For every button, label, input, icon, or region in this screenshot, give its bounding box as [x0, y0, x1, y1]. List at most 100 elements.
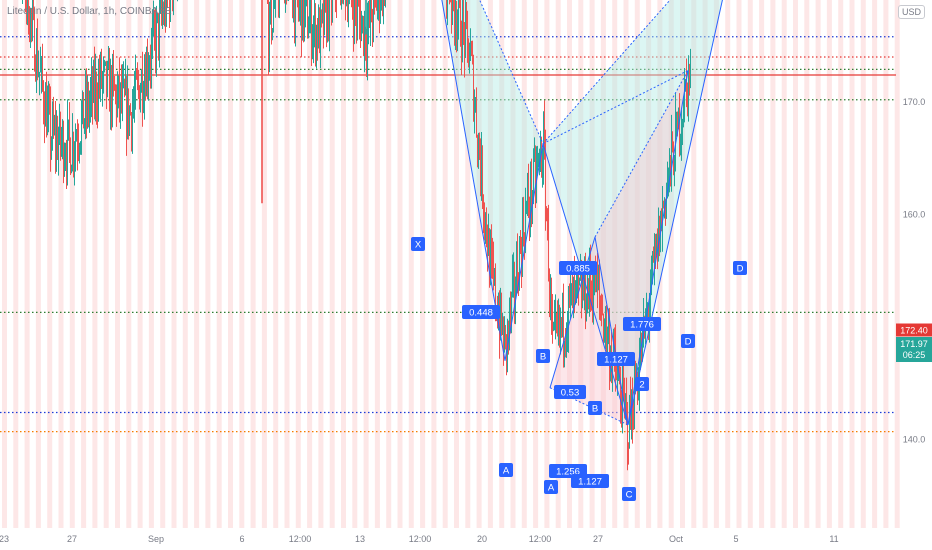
pattern-triangle-bcd[interactable] [595, 70, 688, 425]
candle-body [505, 326, 506, 335]
ratio-label-box[interactable] [597, 352, 635, 366]
time-tick-label[interactable]: 12:00 [529, 534, 552, 544]
time-tick-label[interactable]: 20 [477, 534, 487, 544]
candle-body [606, 312, 607, 345]
candle-body [664, 199, 665, 207]
time-tick-label[interactable]: 6 [239, 534, 244, 544]
candle-body [641, 343, 642, 359]
point-label-b-2-box[interactable] [588, 401, 602, 415]
candle-body [567, 328, 568, 337]
candle-body [96, 77, 97, 105]
pattern-leg-bc[interactable] [542, 143, 629, 426]
point-label-d-2[interactable]: D [737, 264, 744, 275]
session-stripe [702, 0, 708, 528]
point-label-c-box[interactable] [622, 487, 636, 501]
ratio-label[interactable]: 2 [639, 380, 644, 391]
point-label-a[interactable]: A [503, 466, 510, 477]
ratio-label-box[interactable] [462, 305, 500, 319]
candle-body [661, 212, 662, 228]
candle-body [520, 242, 521, 247]
time-tick-label[interactable]: 23 [0, 534, 9, 544]
time-tick-label[interactable]: 12:00 [409, 534, 432, 544]
harmonic-pattern-labels[interactable]: XABABCDD0.8850.4481.7761.1270.531.2561.1… [411, 237, 747, 501]
ratio-label[interactable]: 1.127 [578, 477, 602, 488]
price-tick-label[interactable]: 140.0 [903, 435, 926, 445]
point-label-a-box[interactable] [499, 463, 513, 477]
candle-body [588, 282, 589, 298]
time-tick-label[interactable]: 11 [829, 534, 838, 544]
ratio-label[interactable]: 1.127 [604, 355, 628, 366]
point-label-d-box[interactable] [681, 334, 695, 348]
candle-body [138, 79, 139, 87]
candle-body [104, 62, 105, 65]
point-label-x-box[interactable] [411, 237, 425, 251]
ratio-label-box[interactable] [554, 385, 586, 399]
time-tick-label[interactable]: Sep [148, 534, 164, 544]
pattern-triangle-abc[interactable] [550, 237, 628, 425]
candle-body [489, 232, 490, 283]
ratio-label[interactable]: 0.885 [566, 264, 590, 275]
time-tick-label[interactable]: 12:00 [289, 534, 312, 544]
currency-button[interactable]: USD [897, 5, 925, 19]
candle-body [25, 0, 26, 4]
candle-body [109, 63, 110, 112]
pattern-leg-xa[interactable] [417, 0, 506, 361]
harmonic-pattern-lines[interactable] [417, 0, 740, 426]
point-label-c[interactable]: C [626, 490, 633, 501]
candle-body [163, 13, 164, 19]
candle-body [481, 150, 482, 184]
price-tick-label[interactable]: 160.0 [903, 210, 926, 220]
point-label-d[interactable]: D [685, 337, 692, 348]
candle-body [352, 0, 353, 8]
candle-body [30, 11, 31, 37]
ratio-label[interactable]: 0.53 [561, 388, 580, 399]
pattern2-leg-bc[interactable] [594, 236, 629, 425]
pattern2-ratio-xd[interactable] [542, 70, 689, 145]
ratio-label-box[interactable] [559, 261, 597, 275]
candle-body [573, 280, 574, 309]
session-stripe [374, 0, 380, 528]
candle-body [586, 311, 587, 314]
pattern-ratio-bd[interactable] [542, 0, 740, 144]
ratio-label-box[interactable] [571, 474, 609, 488]
time-axis[interactable]: 23 27 Sep 6 12:00 13 12:00 20 12:00 27 Oct 5 11 [0, 534, 839, 544]
point-label-a-2-box[interactable] [544, 480, 558, 494]
time-tick-label[interactable]: 5 [733, 534, 738, 544]
session-stripe [781, 0, 787, 528]
ratio-label-box[interactable] [623, 317, 661, 331]
candle-body [613, 340, 614, 357]
time-tick-label[interactable]: 13 [355, 534, 365, 544]
pattern-triangle-bcd-target[interactable] [543, 0, 740, 425]
candle-body [526, 205, 527, 208]
candle-body [655, 249, 656, 251]
pattern2-leg-cd[interactable] [627, 70, 689, 425]
pattern-leg-cd[interactable] [627, 0, 740, 425]
price-tick-label[interactable]: 170.0 [903, 97, 926, 107]
ratio-label[interactable]: 0.448 [469, 308, 493, 319]
point-label-a-2[interactable]: A [548, 483, 555, 494]
symbol-title[interactable]: Litecoin / U.S. Dollar, 1h, COINBASE [7, 6, 172, 17]
ratio-label[interactable]: 1.776 [630, 320, 654, 331]
candle-body [58, 140, 59, 157]
ratio-label-box[interactable] [635, 377, 649, 391]
candle-body [93, 68, 94, 101]
point-label-d-2-box[interactable] [733, 261, 747, 275]
time-tick-label[interactable]: 27 [593, 534, 603, 544]
price-axis[interactable]: 140.0150.0160.0170.0180.0190.0200.0210.0… [903, 0, 926, 445]
time-tick-label[interactable]: Oct [669, 534, 684, 544]
candle-body [148, 73, 149, 81]
candle-body [315, 9, 316, 55]
current-price-tag: 171.97 [900, 339, 928, 349]
point-label-b-2[interactable]: B [592, 404, 598, 415]
ratio-label[interactable]: 1.256 [556, 467, 580, 478]
point-label-b[interactable]: B [540, 352, 546, 363]
pattern-ratio-xb[interactable] [417, 0, 544, 144]
point-label-x[interactable]: X [415, 240, 422, 251]
time-tick-label[interactable]: 27 [67, 534, 77, 544]
point-label-b-box[interactable] [536, 349, 550, 363]
candle-body [372, 21, 373, 29]
pattern-leg-ab[interactable] [504, 143, 544, 361]
candle-body [131, 114, 132, 136]
candle-body [501, 296, 502, 330]
